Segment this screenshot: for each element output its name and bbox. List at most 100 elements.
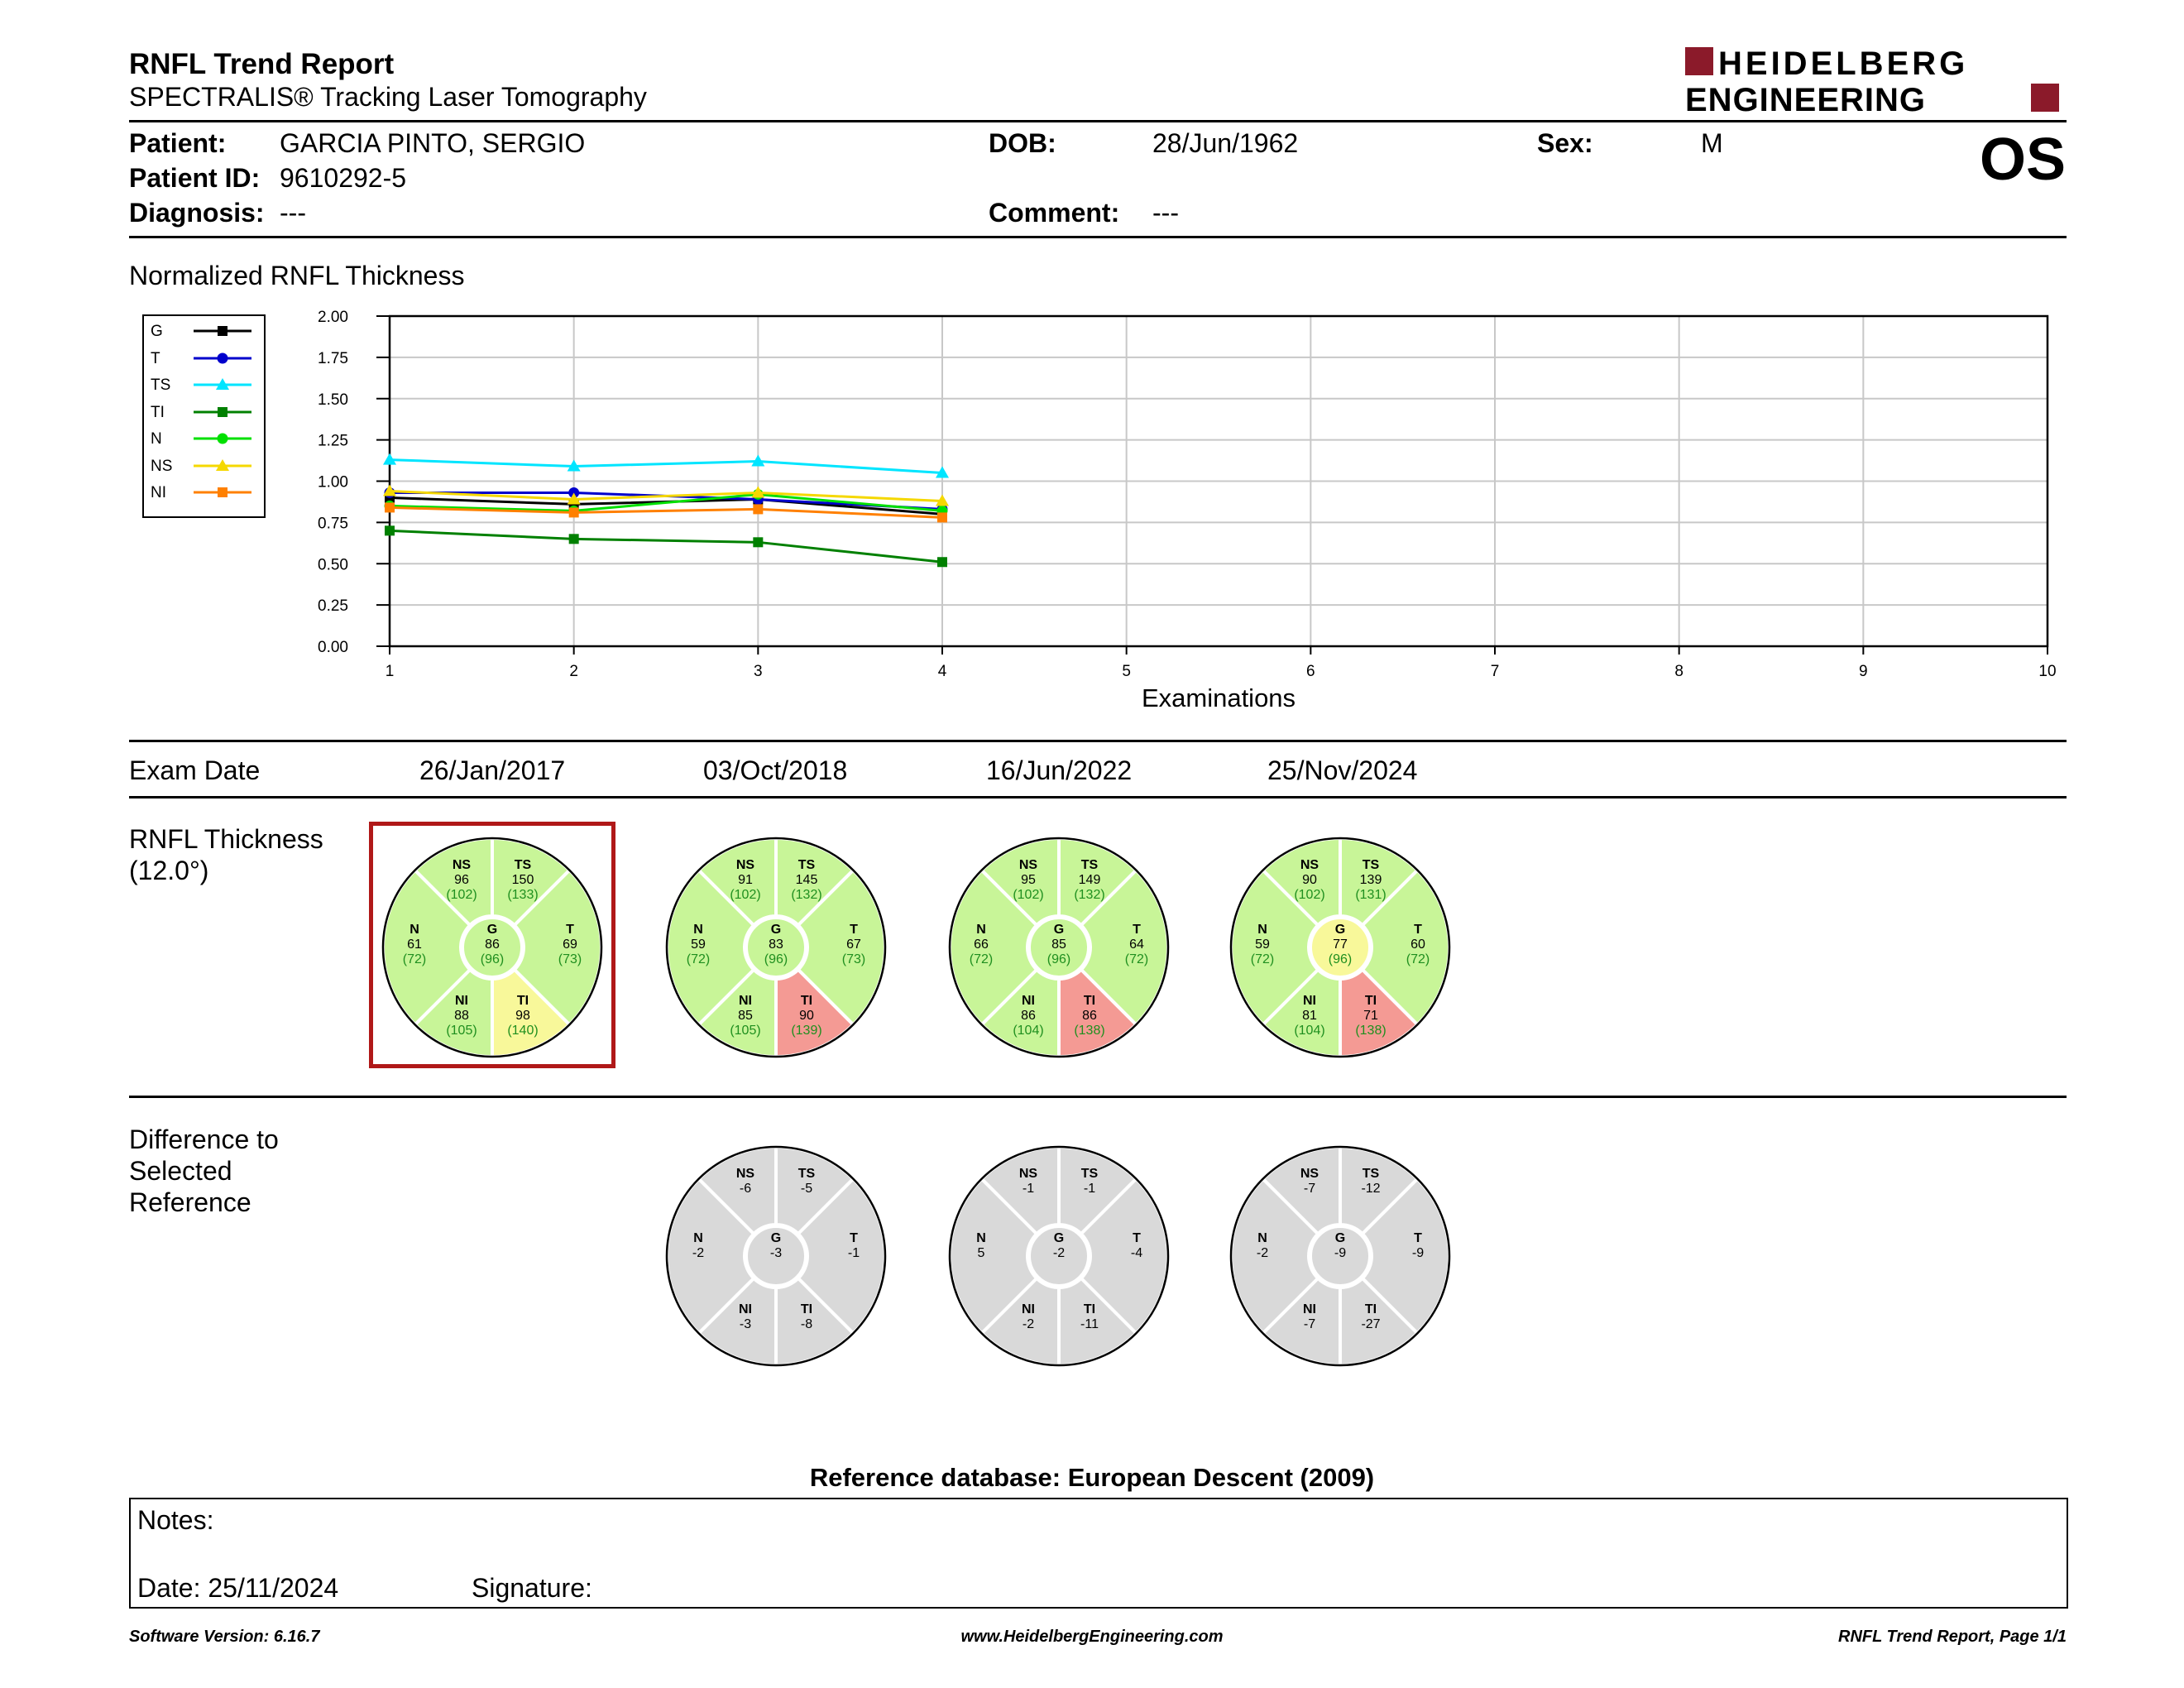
sector-name-ni: NI (455, 994, 468, 1008)
patient-divider (129, 236, 2067, 238)
data-point-ns (751, 486, 765, 498)
sector-name-ti: TI (801, 1302, 812, 1316)
sector-value-n: -2 (692, 1246, 704, 1260)
sector-g (745, 916, 807, 979)
exam-date-label: Exam Date (129, 755, 261, 785)
thickness-divider (129, 1096, 2067, 1098)
series-line-ti (389, 529, 943, 563)
exam-date-4: 25/Nov/2024 (1267, 755, 1418, 785)
selected-reference-frame[interactable] (369, 822, 615, 1068)
sector-normative-ts: (132) (791, 888, 821, 902)
trend-chart: 0.00 0.25 0.50 0.75 1.00 1.25 1.50 1.75 2.00 1 2 3 4… (318, 309, 2057, 712)
legend-marker (216, 458, 229, 471)
sector-name-ns: NS (1300, 1167, 1320, 1181)
sector-name-t: T (1414, 1231, 1422, 1245)
chart-title: Normalized RNFL Thickness (129, 261, 465, 290)
sector-name-t: T (1133, 923, 1141, 937)
sector-value-ti: 90 (799, 1009, 814, 1023)
data-point-ti (753, 537, 764, 548)
sector-name-n: N (693, 923, 703, 937)
notes-box[interactable]: Notes: Date: 25/11/2024 Signature: (129, 1498, 2068, 1609)
sector-value-t: 60 (1410, 938, 1425, 952)
data-point-ni (937, 512, 947, 523)
data-point-ts (751, 454, 765, 467)
legend-item-ts: TS (144, 376, 264, 403)
sector-normative-ts: (132) (1074, 888, 1104, 902)
sector-value-ti: -27 (1361, 1317, 1380, 1331)
legend-marker (217, 352, 228, 363)
report-title: RNFL Trend Report (129, 48, 395, 80)
diagnosis-value: --- (280, 198, 306, 228)
sector-g (1309, 1225, 1372, 1288)
sector-normative-n: (72) (970, 952, 993, 966)
data-point-ti (568, 534, 579, 544)
thickness-label-line2: (12.0°) (129, 856, 209, 885)
reference-database: Reference database: European Descent (20… (809, 1463, 1375, 1492)
legend-item-ns: NS (144, 458, 264, 484)
sector-name-ti: TI (1365, 994, 1377, 1008)
sector-name-ns: NS (1019, 1167, 1038, 1181)
sector-value-ni: 88 (454, 1009, 469, 1023)
chart-legend: G T TS TI N NS NI (142, 314, 266, 518)
x-tick-label: 7 (1491, 663, 1500, 680)
header-divider (129, 120, 2067, 122)
sector-value-t: 67 (846, 938, 861, 952)
sector-name-g: G (1054, 923, 1064, 937)
y-tick-label: 0.50 (318, 556, 348, 573)
comment-value: --- (1152, 198, 1179, 228)
sector-normative-ts: (131) (1355, 888, 1386, 902)
sector-name-t: T (1414, 923, 1422, 937)
legend-marker (218, 406, 228, 417)
plot-frame (388, 314, 2049, 648)
notes-label: Notes: (137, 1505, 214, 1535)
chart-divider (129, 740, 2067, 742)
data-point-ni (753, 504, 764, 515)
x-tick-label: 10 (2038, 663, 2056, 680)
sector-name-n: N (976, 1231, 986, 1245)
sector-value-ni: -3 (740, 1317, 751, 1331)
website-link[interactable]: www.HeidelbergEngineering.com (960, 1628, 1224, 1646)
sex-value: M (1701, 128, 1723, 158)
sector-name-ts: TS (515, 858, 532, 872)
sector-value-ts: 145 (796, 873, 818, 887)
sector-name-ns: NS (736, 858, 755, 872)
sector-name-ti: TI (1084, 1302, 1095, 1316)
sector-normative-g: (96) (1329, 952, 1352, 966)
legend-item-t: T (144, 350, 264, 376)
sector-normative-ns: (102) (446, 888, 477, 902)
sector-normative-ni: (104) (1013, 1024, 1043, 1038)
sector-name-ts: TS (1081, 858, 1099, 872)
series-line-n (389, 492, 943, 512)
data-point-ts (383, 453, 396, 465)
data-point-ti (937, 557, 947, 568)
sector-normative-n: (72) (1251, 952, 1274, 966)
x-tick-label: 3 (754, 663, 763, 680)
sector-normative-n: (72) (403, 952, 426, 966)
data-point-ts (936, 466, 949, 478)
sector-name-n: N (1257, 1231, 1267, 1245)
patient-label: Patient: (129, 128, 227, 158)
logo-word-1: HEIDELBERG (1718, 46, 1968, 82)
sector-name-t: T (566, 923, 574, 937)
logo-word-2: ENGINEERING (1685, 82, 1926, 116)
sector-value-g: -3 (770, 1246, 782, 1260)
sector-name-t: T (850, 923, 858, 937)
sector-name-ts: TS (1081, 1167, 1099, 1181)
sector-normative-ni: (105) (446, 1024, 477, 1038)
sector-value-ns: 96 (454, 873, 469, 887)
legend-marker (218, 326, 228, 336)
data-point-ni (568, 507, 579, 518)
sector-name-ts: TS (1363, 1167, 1380, 1181)
x-tick-label: 5 (1122, 663, 1131, 680)
sector-name-t: T (850, 1231, 858, 1245)
sector-name-ns: NS (1300, 858, 1320, 872)
sector-name-ni: NI (739, 994, 752, 1008)
legend-label: NI (151, 484, 166, 501)
legend-label: N (151, 430, 162, 448)
sector-name-ts: TS (1363, 858, 1380, 872)
data-point-ni (385, 502, 395, 513)
thickness-label: RNFL Thickness (12.0°) (129, 823, 323, 886)
heidelberg-logo: HEIDELBERG ENGINEERING (1684, 45, 2064, 118)
